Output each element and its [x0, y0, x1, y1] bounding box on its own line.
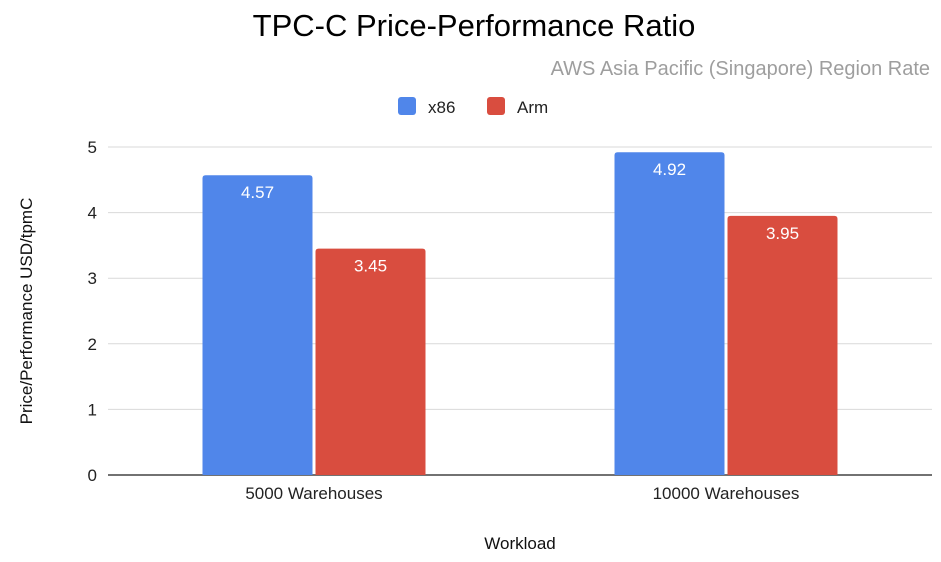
bars: 4.57 3.45 4.92 3.95	[202, 152, 838, 476]
data-label: 3.45	[354, 257, 387, 276]
legend-label-arm: Arm	[517, 98, 548, 117]
bar-arm	[315, 248, 426, 475]
x-axis-ticks: 5000 Warehouses 10000 Warehouses	[245, 484, 799, 503]
y-axis-ticks: 0 1 2 3 4 5	[88, 138, 97, 485]
y-tick-label: 3	[88, 269, 97, 288]
x-tick-label: 5000 Warehouses	[245, 484, 382, 503]
legend-swatch-arm	[487, 97, 505, 115]
bar-x86	[614, 152, 725, 476]
y-tick-label: 5	[88, 138, 97, 157]
bar-x86	[202, 175, 313, 475]
y-tick-label: 4	[88, 204, 97, 223]
x-tick-label: 10000 Warehouses	[653, 484, 800, 503]
y-tick-label: 0	[88, 466, 97, 485]
bar-arm	[727, 215, 838, 475]
data-label: 4.92	[653, 160, 686, 179]
y-tick-label: 1	[88, 400, 97, 419]
x-axis-label: Workload	[484, 534, 556, 553]
y-tick-label: 2	[88, 335, 97, 354]
data-label: 4.57	[241, 183, 274, 202]
legend-label-x86: x86	[428, 98, 455, 117]
legend-swatch-x86	[398, 97, 416, 115]
data-label: 3.95	[766, 224, 799, 243]
legend: x86 Arm	[398, 97, 548, 117]
chart-subtitle: AWS Asia Pacific (Singapore) Region Rate	[551, 58, 930, 80]
chart-title: TPC-C Price-Performance Ratio	[253, 8, 696, 43]
y-axis-label: Price/Performance USD/tpmC	[17, 198, 36, 425]
